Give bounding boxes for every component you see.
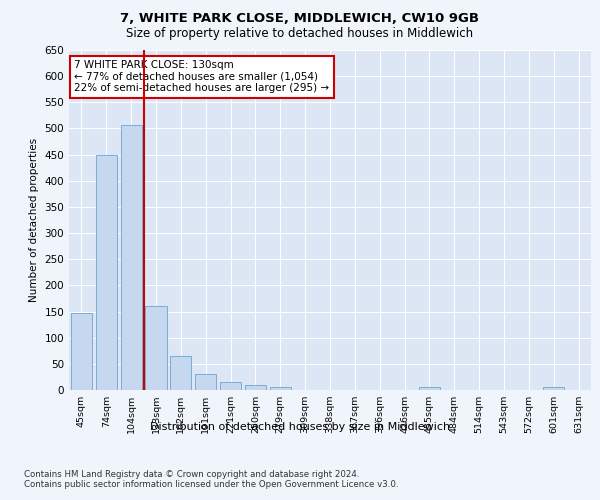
Bar	[270, 388, 291, 390]
Bar	[71, 313, 92, 390]
Bar	[121, 125, 142, 390]
Text: 7, WHITE PARK CLOSE, MIDDLEWICH, CW10 9GB: 7, WHITE PARK CLOSE, MIDDLEWICH, CW10 9G…	[121, 12, 479, 26]
Bar	[245, 385, 266, 390]
Bar	[543, 388, 564, 390]
Bar	[419, 388, 440, 390]
Bar	[220, 382, 241, 390]
Bar	[145, 306, 167, 390]
Bar	[96, 154, 117, 390]
Bar	[170, 356, 191, 390]
Y-axis label: Number of detached properties: Number of detached properties	[29, 138, 39, 302]
Text: Distribution of detached houses by size in Middlewich: Distribution of detached houses by size …	[150, 422, 450, 432]
Text: Contains HM Land Registry data © Crown copyright and database right 2024.
Contai: Contains HM Land Registry data © Crown c…	[24, 470, 398, 490]
Text: Size of property relative to detached houses in Middlewich: Size of property relative to detached ho…	[127, 28, 473, 40]
Bar	[195, 374, 216, 390]
Text: 7 WHITE PARK CLOSE: 130sqm
← 77% of detached houses are smaller (1,054)
22% of s: 7 WHITE PARK CLOSE: 130sqm ← 77% of deta…	[74, 60, 329, 94]
